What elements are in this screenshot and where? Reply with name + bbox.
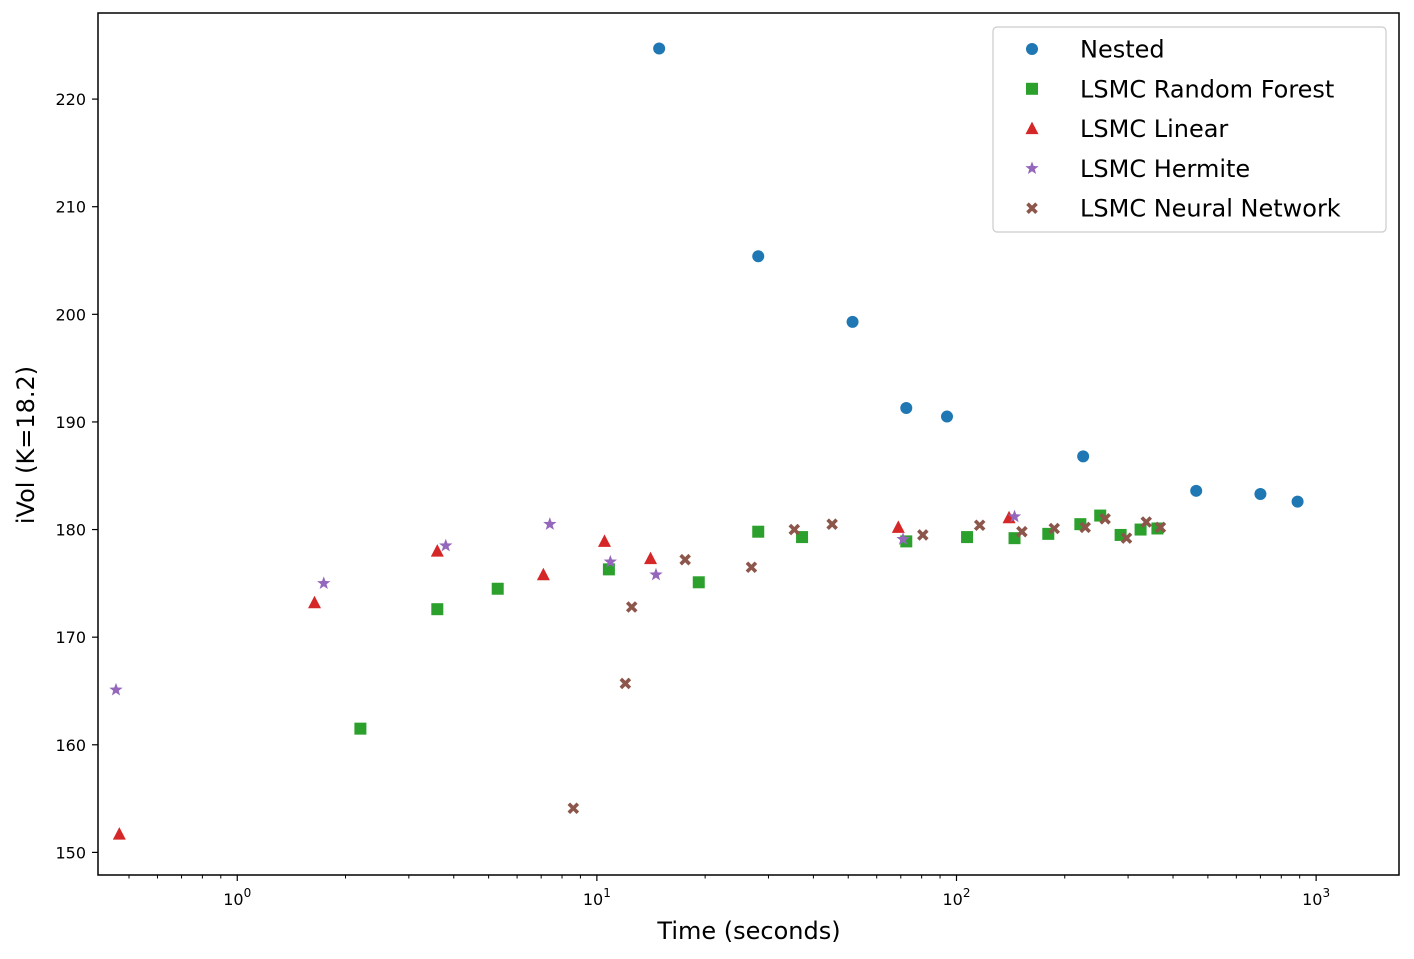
legend-item: LSMC Hermite <box>1025 155 1250 183</box>
x-tick-label: 102 <box>943 886 971 909</box>
data-point <box>603 554 617 568</box>
data-point <box>1077 450 1090 463</box>
data-point <box>1291 495 1304 508</box>
points-layer <box>109 42 1304 840</box>
data-point <box>439 538 453 552</box>
data-point <box>961 531 974 544</box>
data-point <box>1140 516 1153 528</box>
legend-item: LSMC Linear <box>1025 115 1228 143</box>
data-point <box>536 567 550 581</box>
x-axis-title: Time (seconds) <box>656 917 840 945</box>
data-point <box>1190 484 1203 497</box>
y-tick-label: 190 <box>55 413 86 432</box>
x-tick-label: 100 <box>223 886 251 909</box>
data-point <box>796 531 809 544</box>
data-point <box>1154 521 1167 534</box>
y-tick-label: 210 <box>55 198 86 217</box>
data-point <box>941 410 954 423</box>
x-axis-ticks: 100 101 102 103 <box>128 875 1330 909</box>
series-3 <box>109 509 1022 696</box>
legend-label: LSMC Hermite <box>1080 155 1250 183</box>
data-point <box>752 525 765 538</box>
data-point <box>653 42 666 55</box>
data-point <box>619 677 632 690</box>
data-point <box>846 315 859 328</box>
data-point <box>625 601 638 613</box>
data-point <box>597 534 611 547</box>
data-point <box>679 553 691 566</box>
data-point <box>649 567 663 581</box>
x-tick-label: 103 <box>1302 886 1330 909</box>
data-point <box>430 544 444 557</box>
plot-frame <box>97 12 1400 876</box>
data-point <box>308 595 322 609</box>
y-axis-ticks: 150 160 170 180 190 200 210 220 <box>55 90 98 862</box>
data-point <box>900 401 913 414</box>
data-point <box>788 523 801 536</box>
data-point <box>354 722 367 735</box>
data-point <box>109 682 123 696</box>
data-point <box>491 582 504 595</box>
legend-marker <box>1026 202 1038 214</box>
y-tick-label: 180 <box>55 521 86 540</box>
legend-label: LSMC Linear <box>1080 115 1228 143</box>
legend-item: LSMC Neural Network <box>1026 195 1341 223</box>
legend-marker <box>1025 121 1039 135</box>
data-point <box>1120 532 1133 544</box>
legend-label: Nested <box>1080 36 1165 64</box>
data-point <box>543 517 557 530</box>
legend-marker <box>1025 161 1039 175</box>
data-point <box>891 520 905 533</box>
data-point <box>973 519 986 532</box>
data-point <box>644 551 658 565</box>
data-point <box>317 576 331 590</box>
data-point <box>1007 509 1022 523</box>
y-tick-label: 160 <box>55 736 86 755</box>
y-tick-label: 170 <box>55 628 86 647</box>
data-point <box>826 518 838 530</box>
data-point <box>745 561 758 573</box>
data-point <box>567 802 580 815</box>
data-point <box>1048 522 1061 535</box>
data-point <box>692 576 705 589</box>
legend-item: Nested <box>1026 36 1165 64</box>
y-tick-label: 150 <box>55 843 86 862</box>
legend-label: LSMC Neural Network <box>1080 195 1341 223</box>
y-axis-title: iVol (K=18.2) <box>12 366 40 524</box>
data-point <box>1016 525 1028 538</box>
data-point <box>431 603 444 616</box>
series-0 <box>653 42 1304 508</box>
data-point <box>112 827 126 840</box>
data-point <box>602 563 615 576</box>
legend-item: LSMC Random Forest <box>1026 75 1334 103</box>
data-point <box>896 532 910 545</box>
x-tick-label: 101 <box>583 886 611 909</box>
series-2 <box>112 510 1016 840</box>
legend: Nested LSMC Random Forest LSMC Linear LSMC … <box>992 26 1387 233</box>
data-point <box>1114 528 1127 541</box>
legend-label: LSMC Random Forest <box>1080 75 1334 103</box>
y-tick-label: 220 <box>55 90 86 109</box>
data-point <box>1099 513 1111 525</box>
legend-frame <box>992 26 1387 233</box>
data-point <box>752 250 765 263</box>
legend-marker <box>1026 43 1038 55</box>
data-point <box>1079 521 1091 534</box>
series-4 <box>567 513 1167 815</box>
y-tick-label: 200 <box>55 305 86 324</box>
data-point <box>1254 488 1267 501</box>
data-point <box>917 529 929 541</box>
legend-marker <box>1026 82 1038 95</box>
